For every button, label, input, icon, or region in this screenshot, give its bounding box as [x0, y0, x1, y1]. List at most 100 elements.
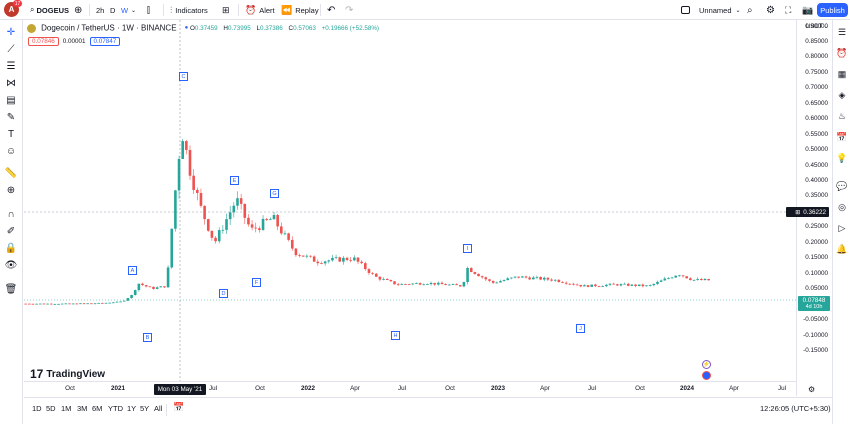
- candle-body: [214, 237, 217, 242]
- price-tick: 0.70000: [805, 84, 828, 92]
- candle-body: [155, 287, 159, 289]
- range-3m[interactable]: 3M: [77, 404, 88, 413]
- lightning-event-icon[interactable]: ⚡: [702, 360, 711, 369]
- timeframe-label: W: [121, 5, 129, 15]
- emoji-icon[interactable]: ☺: [5, 145, 17, 157]
- flag-event-icon[interactable]: [702, 371, 711, 380]
- price-tick: -0.15000: [803, 346, 828, 354]
- fib-retracement-icon[interactable]: ☰: [6, 60, 16, 72]
- eye-icon[interactable]: ●: [184, 25, 189, 32]
- layers-icon[interactable]: ◈: [838, 89, 846, 100]
- chart-mark-b[interactable]: B: [143, 333, 152, 342]
- chart-type-button[interactable]: ⫿: [147, 3, 150, 17]
- chart-mark-a[interactable]: A: [128, 266, 137, 275]
- ruler-icon[interactable]: 📏: [4, 167, 18, 179]
- publish-button[interactable]: Publish: [817, 3, 848, 17]
- go-to-date-icon[interactable]: 📅: [173, 402, 185, 412]
- chat-icon[interactable]: 💬: [836, 180, 848, 191]
- range-1d[interactable]: 1D: [32, 404, 42, 413]
- symbol-search-button[interactable]: ⌕ DOGEUS: [30, 3, 69, 17]
- range-5y[interactable]: 5Y: [140, 404, 150, 413]
- chart-mark-f[interactable]: F: [252, 278, 261, 287]
- alert-button[interactable]: ⏰ Alert: [245, 3, 275, 17]
- quick-search-button[interactable]: ⌕: [747, 3, 753, 17]
- chart-mark-g[interactable]: G: [270, 189, 279, 198]
- play-icon[interactable]: ▷: [838, 222, 846, 233]
- chart-mark-e[interactable]: E: [230, 176, 239, 185]
- chart-pane[interactable]: Dogecoin / TetherUS · 1W · BINANCE ● O0.…: [24, 20, 796, 396]
- chevron-down-icon: ⌄: [823, 24, 828, 30]
- price-tick: 0.45000: [805, 161, 828, 169]
- candle-body: [181, 141, 184, 159]
- chart-mark-h[interactable]: H: [391, 331, 400, 340]
- lock-drawing-icon[interactable]: ✐: [6, 225, 16, 237]
- hotlists-icon[interactable]: ♨: [837, 110, 847, 121]
- text-icon[interactable]: T: [7, 128, 15, 140]
- snapshot-button[interactable]: 📷: [802, 3, 813, 17]
- timeframe-2h[interactable]: 2h: [96, 3, 104, 17]
- redo-button[interactable]: ↷: [345, 3, 353, 17]
- range-1m[interactable]: 1M: [61, 404, 72, 413]
- axis-settings-icon[interactable]: ⚙: [808, 385, 816, 394]
- price-tick: 0.20000: [805, 238, 828, 246]
- candle-body: [152, 286, 155, 289]
- trash-icon[interactable]: 🗑: [4, 283, 18, 295]
- long-position-icon[interactable]: ▤: [6, 94, 16, 106]
- candle-body: [484, 277, 488, 280]
- lock-icon[interactable]: 🔒: [4, 242, 18, 254]
- sell-button[interactable]: 0.07846: [28, 36, 59, 46]
- brush-icon[interactable]: ✎: [6, 111, 16, 123]
- range-6m[interactable]: 6M: [92, 404, 103, 413]
- buy-button[interactable]: 0.07847: [89, 36, 121, 46]
- streams-icon[interactable]: ◎: [838, 201, 846, 212]
- range-1y[interactable]: 1Y: [127, 404, 137, 413]
- alarm-clock-icon[interactable]: ⏰: [836, 47, 848, 58]
- range-ytd[interactable]: YTD: [108, 404, 123, 413]
- candle-body: [517, 276, 520, 278]
- pattern-icon[interactable]: ⋈: [6, 77, 16, 89]
- time-tick: Apr: [729, 385, 739, 392]
- templates-button[interactable]: ⊞: [222, 3, 230, 17]
- layout-button[interactable]: Unnamed ⌄: [681, 3, 741, 17]
- price-tick: 0.15000: [805, 254, 828, 262]
- candle-body: [572, 283, 575, 285]
- legend-title[interactable]: Dogecoin / TetherUS · 1W · BINANCE: [41, 23, 177, 33]
- ideas-bulb-icon[interactable]: 💡: [836, 152, 848, 163]
- currency-label[interactable]: USDT⌄: [805, 23, 828, 30]
- candle-body: [294, 248, 298, 256]
- candle-body: [502, 280, 506, 282]
- replay-button[interactable]: ⏪ Replay: [281, 3, 319, 17]
- timeframe-w[interactable]: W: [121, 3, 128, 17]
- indicators-button[interactable]: ⫶ Indicators: [170, 3, 208, 17]
- calendar-icon[interactable]: 📅: [836, 131, 848, 142]
- price-axis[interactable]: USDT⌄ 0.90000 0.85000 0.80000 0.75000 0.7000…: [786, 20, 832, 396]
- timeframe-d[interactable]: D: [110, 3, 115, 17]
- fullscreen-button[interactable]: ⛶: [785, 3, 791, 17]
- magnet-icon[interactable]: ∩: [7, 208, 15, 220]
- chevron-down-icon: ⌄: [735, 7, 741, 14]
- candlestick-chart[interactable]: [24, 20, 796, 381]
- watchlist-icon[interactable]: ☰: [837, 26, 847, 37]
- data-window-icon[interactable]: ▦: [837, 68, 847, 79]
- eye-icon[interactable]: 👁: [4, 259, 18, 271]
- zoom-in-icon[interactable]: ⊕: [6, 184, 16, 196]
- settings-button[interactable]: ⚙: [766, 3, 775, 17]
- time-axis[interactable]: Oct 2021 Jul Oct 2022 Apr Jul Oct 2023 Apr Jul Oct 2…: [24, 381, 796, 396]
- candle-body: [429, 282, 433, 285]
- crosshair-icon[interactable]: ✛: [6, 26, 16, 38]
- notifications-icon[interactable]: 🔔: [836, 243, 848, 254]
- chevron-down-icon[interactable]: ⌄: [131, 7, 137, 14]
- candle-body: [583, 285, 586, 287]
- chart-mark-i[interactable]: I: [463, 244, 472, 253]
- compare-add-button[interactable]: ⊕: [74, 3, 82, 17]
- range-all[interactable]: All: [154, 404, 163, 413]
- range-5d[interactable]: 5D: [46, 404, 56, 413]
- trend-line-icon[interactable]: ⟋: [7, 43, 15, 55]
- chart-mark-j[interactable]: J: [576, 324, 585, 333]
- chart-mark-d[interactable]: D: [219, 289, 228, 298]
- candle-body: [144, 285, 148, 287]
- clock-timezone[interactable]: 12:26:05 (UTC+5:30): [760, 404, 831, 413]
- undo-button[interactable]: ↶: [327, 3, 335, 17]
- candle-body: [601, 286, 604, 287]
- chart-mark-c[interactable]: C: [179, 72, 188, 81]
